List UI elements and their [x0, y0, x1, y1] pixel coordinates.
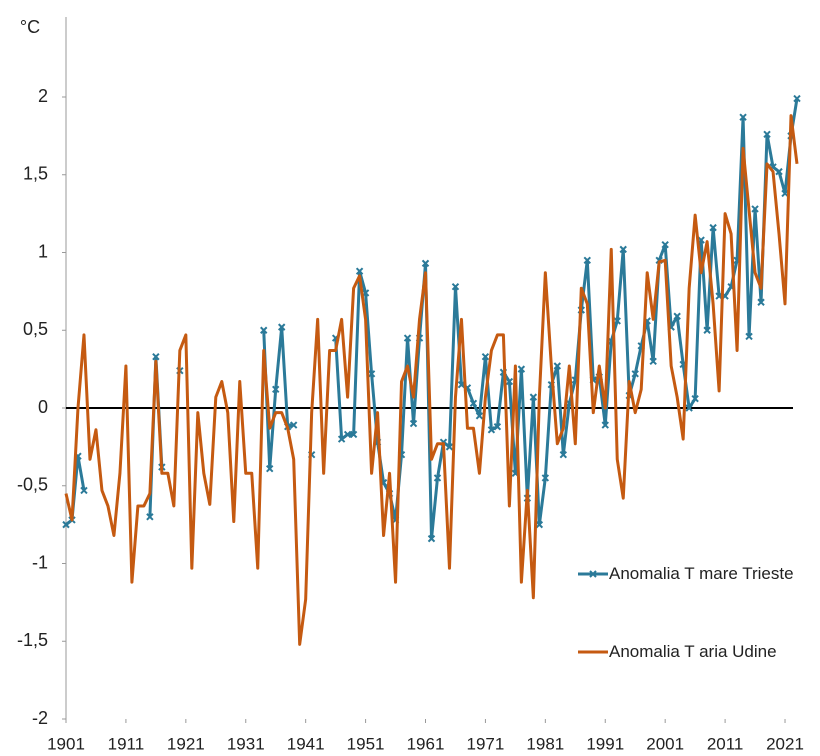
- point-marker: [427, 534, 436, 543]
- point-marker: [487, 426, 496, 434]
- x-tick-label: 1991: [586, 734, 624, 753]
- point-marker: [775, 167, 783, 176]
- y-tick-label: 1: [38, 241, 48, 261]
- point-marker: [541, 474, 550, 482]
- point-marker: [80, 486, 88, 495]
- x-tick-label: 1951: [347, 734, 385, 753]
- x-tick-label: 1901: [47, 734, 85, 753]
- point-marker: [445, 443, 454, 451]
- point-marker: [709, 223, 717, 232]
- point-marker: [619, 245, 627, 254]
- point-marker: [745, 332, 753, 341]
- y-tick-label: -1,5: [17, 630, 48, 650]
- y-tick-label: 0,5: [23, 319, 48, 339]
- point-marker: [403, 334, 412, 342]
- point-marker: [535, 520, 544, 529]
- y-axis-label: °C: [20, 17, 40, 37]
- point-marker: [355, 267, 364, 275]
- point-marker: [367, 370, 376, 378]
- point-marker: [613, 317, 621, 325]
- y-tick-label: 1,5: [23, 164, 48, 184]
- point-marker: [691, 394, 699, 403]
- point-marker: [266, 464, 274, 473]
- x-tick-label: 2021: [766, 734, 804, 753]
- point-marker: [421, 259, 430, 268]
- point-marker: [481, 352, 490, 361]
- legend-marker: [589, 570, 597, 578]
- point-marker: [739, 113, 747, 121]
- point-marker: [62, 520, 70, 529]
- point-marker: [517, 365, 526, 373]
- point-marker: [146, 513, 154, 521]
- point-marker: [272, 385, 280, 394]
- series-line: [64, 114, 799, 646]
- point-marker: [451, 283, 460, 291]
- y-tick-label: -2: [32, 708, 48, 728]
- point-marker: [152, 352, 160, 361]
- point-marker: [685, 404, 693, 412]
- legend-label: Anomalia T mare Trieste: [609, 564, 794, 583]
- point-marker: [583, 256, 591, 264]
- x-tick-label: 1941: [287, 734, 325, 753]
- point-marker: [601, 421, 609, 429]
- legend-label: Anomalia T aria Udine: [609, 642, 777, 661]
- point-marker: [469, 399, 478, 408]
- point-marker: [673, 312, 681, 320]
- y-tick-label: 0: [38, 397, 48, 417]
- point-marker: [763, 130, 771, 139]
- x-tick-label: 1981: [526, 734, 564, 753]
- point-marker: [343, 430, 352, 439]
- point-marker: [505, 377, 514, 386]
- point-marker: [409, 419, 418, 428]
- point-marker: [703, 326, 711, 334]
- point-marker: [337, 435, 346, 443]
- x-tick-label: 2001: [646, 734, 684, 753]
- point-marker: [661, 241, 669, 249]
- x-tick-label: 2011: [707, 734, 744, 753]
- x-tick-label: 1921: [167, 734, 205, 753]
- point-marker: [433, 474, 442, 482]
- point-marker: [631, 370, 639, 378]
- x-tick-label: 1971: [467, 734, 505, 753]
- point-marker: [559, 450, 568, 459]
- point-marker: [649, 357, 657, 366]
- y-tick-label: -1: [32, 552, 48, 572]
- point-marker: [289, 421, 298, 429]
- x-tick-label: 1931: [227, 734, 265, 753]
- point-marker: [277, 323, 286, 331]
- x-tick-label: 1961: [407, 734, 445, 753]
- point-marker: [475, 412, 484, 420]
- point-marker: [793, 94, 801, 103]
- point-marker: [751, 205, 759, 213]
- y-tick-label: -0,5: [17, 475, 48, 495]
- x-tick-label: 1911: [108, 734, 145, 753]
- y-tick-label: 2: [38, 86, 48, 106]
- point-marker: [529, 393, 538, 401]
- point-marker: [260, 326, 268, 334]
- point-marker: [493, 422, 502, 431]
- point-marker: [349, 430, 358, 439]
- point-marker: [553, 362, 562, 370]
- point-marker: [757, 298, 765, 306]
